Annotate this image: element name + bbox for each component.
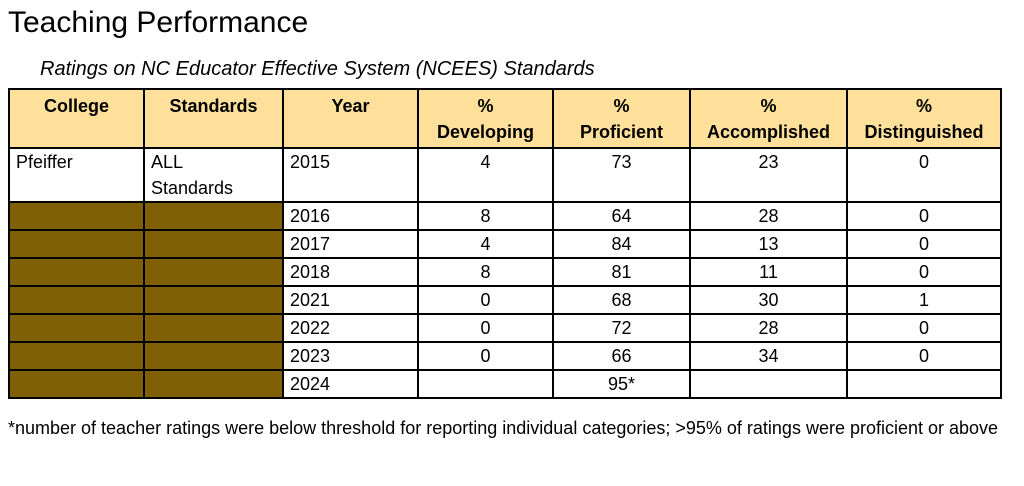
cell-distinguished: 0 — [846, 313, 1002, 343]
cell-college-filled — [8, 201, 145, 231]
cell-accomplished: 11 — [689, 257, 848, 287]
header-distinguished-line1: % — [915, 96, 932, 116]
page-title: Teaching Performance — [8, 6, 309, 39]
header-distinguished-line2: Distinguished — [864, 122, 984, 142]
header-distinguished: % Distinguished — [846, 88, 1002, 149]
cell-college-filled — [8, 257, 145, 287]
cell-developing — [417, 369, 554, 399]
cell-year: 2023 — [282, 341, 419, 371]
table-row: 2023 0 66 34 0 — [8, 341, 1002, 371]
cell-year: 2015 — [282, 147, 419, 203]
cell-developing: 0 — [417, 313, 554, 343]
cell-standards-filled — [143, 229, 284, 259]
cell-distinguished — [846, 369, 1002, 399]
cell-standards-filled — [143, 341, 284, 371]
cell-standards-filled — [143, 257, 284, 287]
cell-standards-filled — [143, 201, 284, 231]
cell-developing: 0 — [417, 341, 554, 371]
header-proficient-line1: % — [613, 96, 630, 116]
table-row: 2022 0 72 28 0 — [8, 313, 1002, 343]
cell-college-filled — [8, 313, 145, 343]
cell-college: Pfeiffer — [8, 147, 145, 203]
table-row: 2016 8 64 28 0 — [8, 201, 1002, 231]
cell-standards-line1: ALL — [151, 152, 184, 172]
header-developing: % Developing — [417, 88, 554, 149]
cell-accomplished: 28 — [689, 201, 848, 231]
cell-standards-line2: Standards — [151, 178, 234, 198]
cell-year: 2018 — [282, 257, 419, 287]
cell-standards-filled — [143, 285, 284, 315]
table-row: 2017 4 84 13 0 — [8, 229, 1002, 259]
cell-proficient: 81 — [552, 257, 691, 287]
cell-proficient: 66 — [552, 341, 691, 371]
cell-proficient: 84 — [552, 229, 691, 259]
cell-college-filled — [8, 341, 145, 371]
cell-college-filled — [8, 369, 145, 399]
cell-distinguished: 0 — [846, 229, 1002, 259]
header-accomplished-line2: Accomplished — [706, 122, 831, 142]
cell-year: 2016 — [282, 201, 419, 231]
table-row: 2018 8 81 11 0 — [8, 257, 1002, 287]
cell-distinguished: 0 — [846, 257, 1002, 287]
cell-accomplished: 13 — [689, 229, 848, 259]
cell-distinguished: 0 — [846, 341, 1002, 371]
cell-distinguished: 0 — [846, 201, 1002, 231]
table-row: Pfeiffer ALL Standards 2015 4 73 23 0 — [8, 147, 1002, 203]
cell-developing: 4 — [417, 147, 554, 203]
cell-accomplished: 28 — [689, 313, 848, 343]
cell-distinguished: 0 — [846, 147, 1002, 203]
cell-year: 2021 — [282, 285, 419, 315]
cell-standards-filled — [143, 313, 284, 343]
header-college: College — [8, 88, 145, 149]
cell-accomplished: 34 — [689, 341, 848, 371]
cell-proficient: 73 — [552, 147, 691, 203]
table-header-row: College Standards Year % Developing % Pr… — [8, 88, 1002, 149]
header-proficient: % Proficient — [552, 88, 691, 149]
header-accomplished-line1: % — [760, 96, 777, 116]
cell-year: 2017 — [282, 229, 419, 259]
header-accomplished: % Accomplished — [689, 88, 848, 149]
table-row: 2024 95* — [8, 369, 1002, 399]
cell-year: 2022 — [282, 313, 419, 343]
cell-standards: ALL Standards — [143, 147, 284, 203]
header-standards: Standards — [143, 88, 284, 149]
cell-developing: 0 — [417, 285, 554, 315]
cell-developing: 4 — [417, 229, 554, 259]
header-year: Year — [282, 88, 419, 149]
header-proficient-line2: Proficient — [579, 122, 663, 142]
cell-developing: 8 — [417, 201, 554, 231]
ratings-table: College Standards Year % Developing % Pr… — [8, 88, 1002, 399]
cell-college-filled — [8, 229, 145, 259]
cell-accomplished: 30 — [689, 285, 848, 315]
cell-accomplished: 23 — [689, 147, 848, 203]
cell-proficient: 68 — [552, 285, 691, 315]
cell-proficient: 95* — [552, 369, 691, 399]
cell-accomplished — [689, 369, 848, 399]
header-developing-line2: Developing — [436, 122, 534, 142]
cell-college-filled — [8, 285, 145, 315]
header-developing-line1: % — [477, 96, 494, 116]
table-row: 2021 0 68 30 1 — [8, 285, 1002, 315]
cell-proficient: 72 — [552, 313, 691, 343]
cell-standards-filled — [143, 369, 284, 399]
cell-distinguished: 1 — [846, 285, 1002, 315]
cell-proficient: 64 — [552, 201, 691, 231]
table-footnote: *number of teacher ratings were below th… — [8, 418, 999, 438]
cell-year: 2024 — [282, 369, 419, 399]
cell-developing: 8 — [417, 257, 554, 287]
table-subtitle: Ratings on NC Educator Effective System … — [40, 58, 595, 80]
